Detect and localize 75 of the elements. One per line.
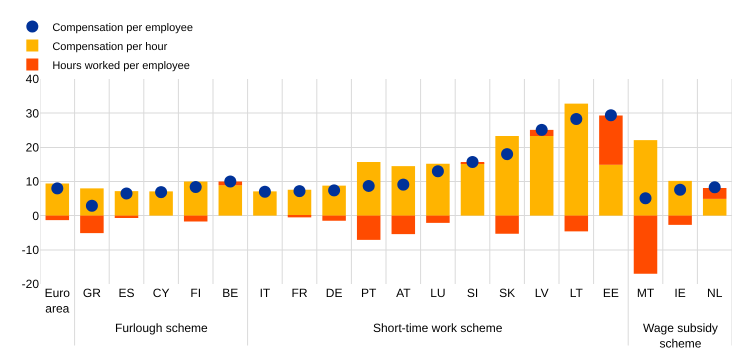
bar [184,216,208,222]
bar [80,216,104,234]
bar [356,216,380,240]
bar [218,185,242,216]
x-tick-label: MT [636,286,655,300]
x-tick-label: NL [707,286,723,300]
point [640,192,652,204]
point [604,109,617,122]
y-tick-label: 0 [32,208,40,223]
x-tick-label: LT [570,286,584,300]
point [466,156,478,168]
point [51,182,64,194]
point [120,187,132,200]
bar [634,140,658,216]
bar [495,136,519,216]
point [362,180,375,192]
x-tick-label: SI [466,286,478,300]
point [674,184,686,196]
x-tick-label: EE [602,286,619,300]
point [224,176,236,188]
legend-label: Compensation per hour [52,40,168,53]
x-tick-label: SK [499,286,516,300]
bar [634,216,658,274]
y-tick-label: -20 [22,277,40,292]
x-tick-label: LV [534,286,549,300]
bar [426,164,450,216]
bar [392,166,416,216]
point [258,186,271,198]
x-tick-label: DE [326,286,342,300]
bar [668,216,692,225]
bar [564,104,588,216]
x-tick-label: ES [118,286,135,300]
x-tick-label: FR [292,286,308,300]
bar [702,198,726,216]
legend-label: Hours worked per employee [52,60,190,72]
x-tick-label: IT [260,286,271,300]
bar [426,216,450,223]
bar [322,216,346,221]
y-tick-label: 40 [26,72,40,86]
x-tick-label: BE [222,286,238,300]
point [190,180,202,193]
bar [564,216,588,232]
x-tick-label: CY [152,286,170,300]
x-tick-label: GR [82,286,102,300]
point [570,112,582,125]
x-tick-label: FI [190,286,202,300]
y-tick-label: 30 [26,106,40,120]
point [501,148,514,160]
point [432,165,444,178]
y-tick-label: 10 [26,174,40,189]
bar [392,216,416,234]
bar [495,216,519,234]
point [155,186,168,198]
x-tick-label: LU [430,286,446,300]
point [536,124,548,136]
bar [460,163,484,216]
text: Wage subsidy scheme [643,321,718,351]
legend-label: Compensation per employee [52,22,193,34]
bar [46,216,70,220]
x-tick-label: AT [396,286,412,300]
y-tick-label: 20 [26,140,40,155]
x-tick-label: IE [674,286,686,300]
bar [599,116,623,165]
y-tick-label: -10 [22,243,40,258]
bar [599,164,623,216]
bar [530,136,554,216]
bar [114,216,138,218]
point [328,184,340,196]
text: Furlough scheme [115,321,208,335]
bar [356,162,380,216]
point [294,185,306,198]
text: Short-time work scheme [373,321,503,335]
x-tick-label: PT [361,286,378,300]
point [708,181,721,194]
x-tick-label: Euro area [44,286,70,316]
